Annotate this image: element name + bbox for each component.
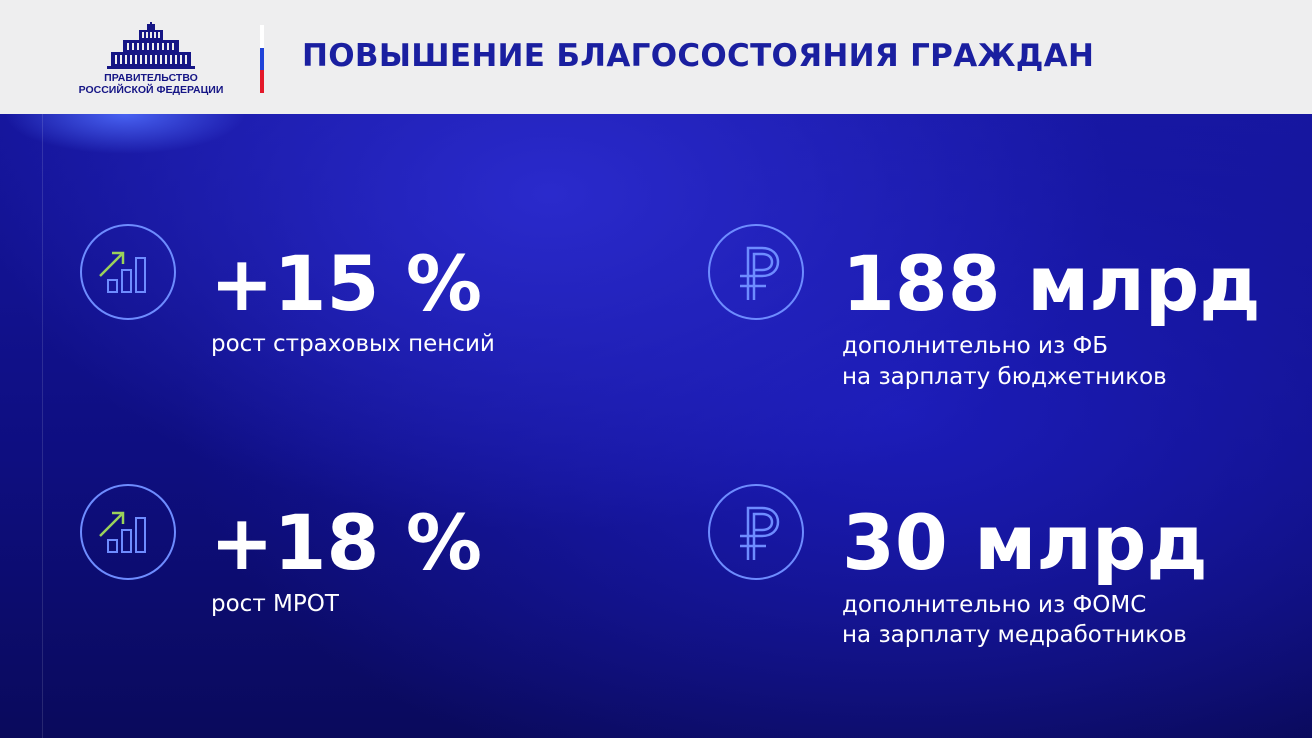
russian-flag-divider [260, 25, 264, 93]
stat-desc-medical-salaries-line1: дополнительно из ФОМС [842, 592, 1147, 618]
org-name-line2: РОССИЙСКОЙ ФЕДЕРАЦИИ [78, 84, 224, 96]
growth-chart-icon [80, 224, 176, 320]
ruble-icon [708, 484, 804, 580]
page-title: ПОВЫШЕНИЕ БЛАГОСОСТОЯНИЯ ГРАЖДАН [302, 38, 1095, 74]
stat-desc-budget-salaries-line1: дополнительно из ФБ [842, 333, 1109, 359]
stat-desc-medical-salaries-line2: на зарплату медработников [842, 622, 1187, 648]
stat-desc-pensions: рост страховых пенсий [211, 331, 495, 357]
growth-chart-icon [80, 484, 176, 580]
government-logo: ПРАВИТЕЛЬСТВО РОССИЙСКОЙ ФЕДЕРАЦИИ [76, 22, 226, 96]
org-name: ПРАВИТЕЛЬСТВО РОССИЙСКОЙ ФЕДЕРАЦИИ [76, 72, 226, 96]
stat-value-pensions: +15 % [210, 239, 483, 328]
org-name-line1: ПРАВИТЕЛЬСТВО [104, 72, 198, 84]
stat-value-mrot: +18 % [210, 498, 483, 587]
stat-value-medical-salaries: 30 млрд [842, 498, 1208, 587]
header: ПРАВИТЕЛЬСТВО РОССИЙСКОЙ ФЕДЕРАЦИИ ПОВЫШ… [0, 0, 1312, 114]
stat-value-budget-salaries: 188 млрд [842, 239, 1261, 328]
stat-desc-budget-salaries-line2: на зарплату бюджетников [842, 364, 1167, 390]
stat-desc-mrot: рост МРОТ [211, 591, 339, 617]
government-building-icon [107, 22, 195, 69]
content-area [0, 114, 1312, 738]
vertical-divider [42, 114, 43, 738]
ruble-icon [708, 224, 804, 320]
